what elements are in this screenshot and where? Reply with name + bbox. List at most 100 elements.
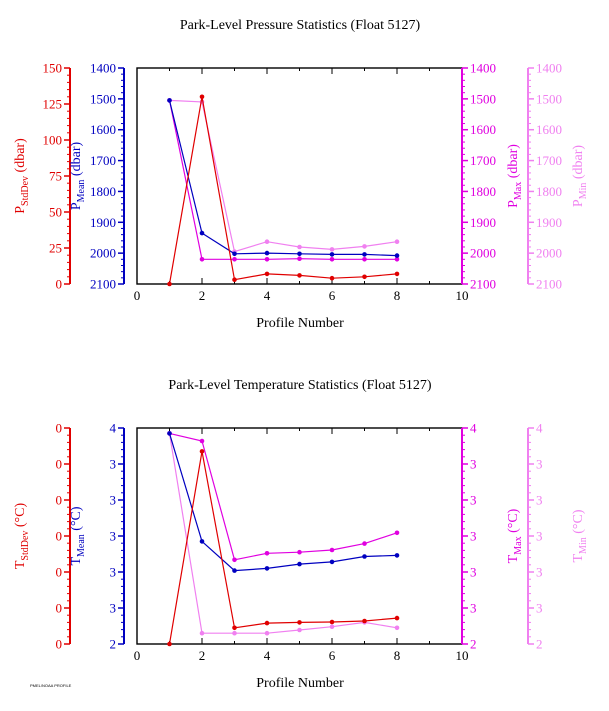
pressure-x-axis-label: Profile Number	[256, 316, 344, 331]
temperature-max-axis-label-unit: (°C)	[506, 508, 521, 536]
pressure-max-tick-label: 2100	[470, 277, 496, 292]
pressure-stddev-series-line	[168, 96, 398, 285]
temperature-max-tick-label: 3	[470, 457, 477, 472]
pressure-max-data-point	[297, 256, 302, 262]
temperature-mean-axis-label: TMean (°C)	[69, 506, 87, 565]
temperature-mean-data-point	[199, 539, 205, 544]
temperature-stddev-data-point	[232, 625, 237, 631]
temperature-mean-axis-label-main: T	[69, 557, 84, 566]
temperature-x-tick-label: 2	[199, 648, 206, 663]
pressure-stddev-axis-label-unit: (dbar)	[13, 138, 28, 176]
temperature-max-data-point	[329, 547, 335, 553]
pressure-min-data-point	[394, 239, 400, 244]
pressure-mean-tick-label: 1400	[90, 61, 116, 76]
temperature-max-series-line	[169, 432, 398, 561]
pressure-mean-data-point	[362, 252, 367, 257]
pressure-mean-tick-label: 1600	[90, 122, 116, 137]
pressure-mean-data-point	[167, 98, 172, 103]
pressure-mean-tick-label: 1500	[90, 91, 116, 106]
pressure-stddev-data-point	[297, 273, 302, 278]
temperature-stddev-tick-label: 0	[56, 493, 63, 508]
pressure-x-tick-label: 4	[264, 288, 271, 303]
temperature-min-data-point	[199, 630, 205, 636]
pressure-min-tick-label: 1800	[536, 184, 562, 199]
temperature-max-tick-label: 3	[470, 493, 477, 508]
temperature-mean-axis-label-unit: (°C)	[69, 506, 84, 534]
pressure-max-tick-label: 1400	[470, 61, 496, 76]
temperature-mean-data-point	[167, 431, 172, 436]
temperature-min-data-point	[232, 630, 237, 636]
temperature-min-data-point	[394, 625, 400, 631]
temperature-mean-data-point	[362, 554, 367, 559]
temperature-mean-data-point	[394, 553, 400, 558]
temperature-max-data-point	[264, 551, 270, 556]
temperature-stddev-tick-label: 0	[56, 565, 63, 580]
temperature-stddev-tick-label: 0	[56, 637, 63, 652]
temperature-mean-data-point	[232, 568, 237, 573]
pressure-stddev-tick-label: 150	[43, 61, 63, 76]
pressure-mean-axis-label-sub: Mean	[76, 180, 87, 203]
temperature-stddev-axis-label-main: T	[13, 560, 28, 569]
temperature-x-tick-label: 10	[456, 648, 469, 663]
temperature-stddev-data-point	[167, 641, 172, 647]
pressure-stddev-data-point	[199, 94, 205, 100]
pressure-mean-data-point	[232, 251, 237, 257]
pressure-mean-tick-label: 1700	[90, 153, 116, 168]
pressure-min-axis-label-unit: (dbar)	[571, 145, 586, 183]
pressure-mean-data-point	[264, 250, 270, 256]
temperature-min-series-line	[168, 433, 398, 634]
pressure-stddev-tick-label: 0	[56, 277, 63, 292]
temperature-stddev-tick-label: 0	[56, 529, 63, 544]
pressure-mean-axis-label: PMean (dbar)	[69, 142, 87, 211]
pressure-stddev-data-point	[362, 274, 367, 280]
pressure-stddev-tick-label: 50	[49, 205, 62, 220]
temperature-max-tick-label: 2	[470, 637, 477, 652]
temperature-min-axis-label-main: T	[571, 554, 586, 563]
temperature-mean-series-line	[168, 433, 398, 572]
pressure-max-data-point	[394, 257, 400, 262]
temperature-min-tick-label: 3	[536, 457, 543, 472]
pressure-stddev-tick-label: 125	[43, 97, 63, 112]
pressure-x-tick-label: 2	[199, 288, 206, 303]
pressure-max-tick-label: 1900	[470, 215, 496, 230]
pressure-min-tick-label: 1400	[536, 61, 562, 76]
temperature-stddev-data-point	[297, 620, 302, 625]
pressure-max-axis-label: PMax (dbar)	[506, 144, 524, 208]
temperature-min-tick-label: 3	[536, 493, 543, 508]
temperature-stddev-data-point	[264, 620, 270, 626]
pressure-mean-axis-label-unit: (dbar)	[69, 142, 84, 180]
pressure-x-tick-label: 8	[394, 288, 401, 303]
pressure-min-tick-label: 1900	[536, 215, 562, 230]
pressure-x-tick-label: 10	[456, 288, 469, 303]
pressure-min-axis-label-sub: Min	[578, 183, 589, 200]
temperature-mean-data-point	[264, 566, 270, 571]
pressure-stddev-data-point	[232, 277, 237, 283]
temperature-max-data-point	[297, 549, 302, 555]
pressure-mean-data-point	[394, 253, 400, 258]
temperature-min-tick-label: 3	[536, 565, 543, 580]
temperature-min-tick-label: 3	[536, 601, 543, 616]
pressure-max-data-point	[232, 257, 237, 262]
pressure-mean-series-line	[168, 100, 398, 257]
pressure-min-axis-label-main: P	[571, 199, 586, 207]
pressure-min-tick-label: 1500	[536, 91, 562, 106]
temperature-mean-tick-label: 3	[110, 565, 117, 580]
pressure-max-tick-label: 2000	[470, 246, 496, 261]
temperature-max-tick-label: 3	[470, 601, 477, 616]
pressure-mean-tick-label: 1900	[90, 215, 116, 230]
pressure-min-axis-label: PMin (dbar)	[571, 145, 589, 208]
pressure-stddev-tick-label: 25	[49, 241, 62, 256]
pressure-stddev-axis-label: PStdDev (dbar)	[13, 138, 31, 214]
pressure-stddev-data-point	[167, 281, 172, 287]
temperature-max-data-point	[232, 557, 237, 563]
pressure-max-tick-label: 1800	[470, 184, 496, 199]
temperature-max-axis-label-main: T	[506, 554, 521, 563]
temperature-mean-tick-label: 3	[110, 529, 117, 544]
pressure-mean-tick-label: 1800	[90, 184, 116, 199]
pressure-chart-title: Park-Level Pressure Statistics (Float 51…	[180, 18, 421, 33]
pressure-min-data-point	[264, 239, 270, 244]
temperature-mean-axis-label-sub: Mean	[76, 534, 87, 557]
pressure-max-tick-label: 1500	[470, 91, 496, 106]
